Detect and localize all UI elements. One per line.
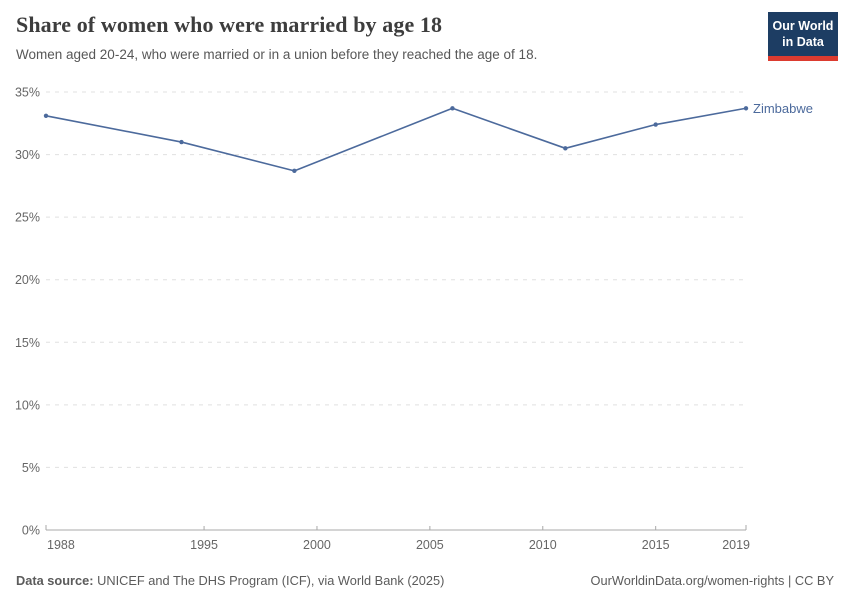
series-end-label: Zimbabwe — [753, 101, 813, 116]
x-axis-label: 2000 — [303, 538, 331, 552]
y-axis-label: 15% — [15, 336, 40, 350]
data-point — [179, 139, 184, 145]
y-axis-label: 10% — [15, 398, 40, 412]
data-point — [450, 106, 455, 111]
owid-logo: Our World in Data — [768, 12, 838, 62]
data-source-note: Data source: UNICEF and The DHS Program … — [16, 573, 444, 588]
x-axis-label: 1995 — [190, 538, 218, 552]
owid-logo-line1: Our World — [772, 19, 834, 33]
y-axis-label: 30% — [15, 148, 40, 162]
x-axis-label: 2015 — [642, 538, 670, 552]
y-axis-label: 20% — [15, 273, 40, 287]
data-point — [292, 168, 297, 174]
x-axis-label: 2010 — [529, 538, 557, 552]
x-axis-label: 1988 — [47, 538, 75, 552]
data-point — [653, 122, 658, 127]
owid-link: OurWorldinData.org/women-rights | CC BY — [590, 573, 834, 588]
data-point — [563, 146, 568, 151]
y-axis-label: 0% — [22, 524, 40, 538]
series-line-zimbabwe — [45, 107, 747, 172]
page-title: Share of women who were married by age 1… — [16, 12, 443, 37]
x-axis-label: 2019 — [722, 538, 750, 552]
data-source-text: UNICEF and The DHS Program (ICF), via Wo… — [93, 573, 445, 588]
x-axis-label: 2005 — [416, 538, 444, 552]
y-axis-label: 5% — [22, 461, 40, 475]
y-axis-label: 25% — [15, 211, 40, 225]
data-point — [743, 106, 749, 111]
owid-logo-line2: in Data — [782, 34, 824, 49]
data-source-label: Data source: — [16, 573, 94, 588]
data-point — [43, 113, 49, 118]
page-subtitle: Women aged 20-24, who were married or in… — [16, 47, 538, 62]
y-axis-label: 35% — [15, 86, 40, 100]
page-footer: Data source: UNICEF and The DHS Program … — [16, 573, 834, 588]
